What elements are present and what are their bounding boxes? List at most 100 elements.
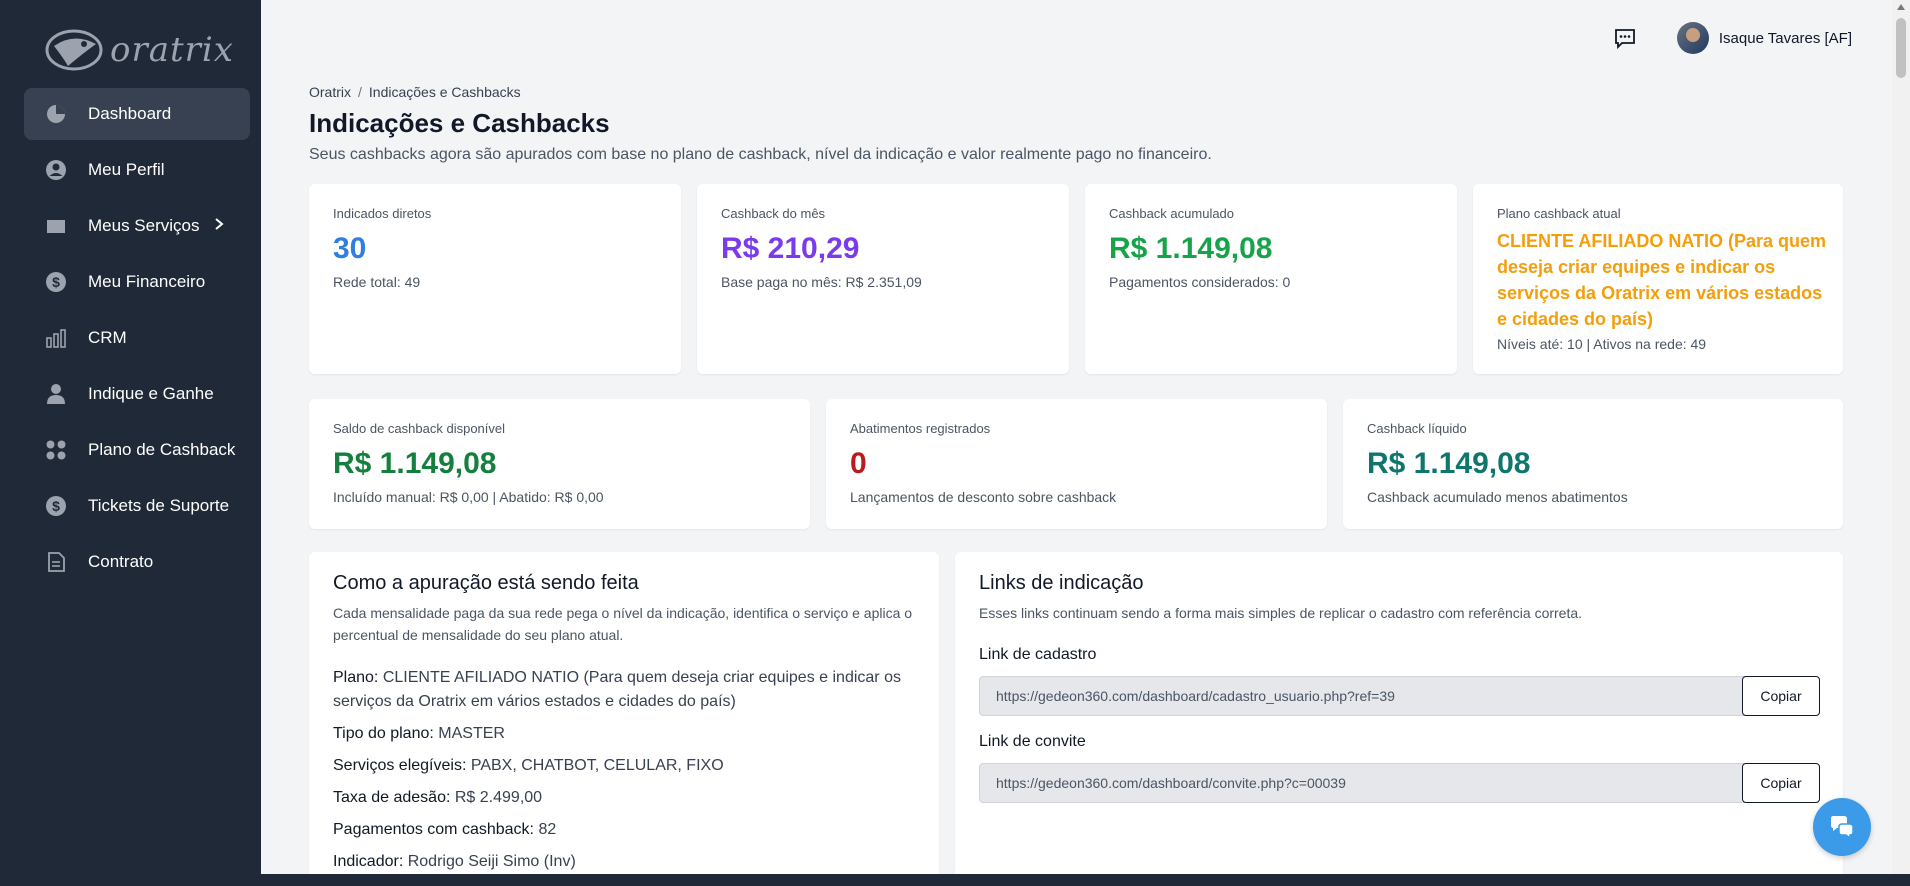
info-key: Serviços elegíveis: [333,757,467,774]
stat-card-cashback-liquido: Cashback líquido R$ 1.149,08 Cashback ac… [1343,399,1843,529]
info-value: CLIENTE AFILIADO NATIO (Para quem deseja… [333,669,901,710]
info-value: Rodrigo Seiji Simo (Inv) [407,853,576,870]
stat-label: Plano cashback atual [1497,206,1621,221]
info-value: PABX, CHATBOT, CELULAR, FIXO [470,757,724,774]
sidebar: oratrix Dashboard Meu Perfil Meus Serviç… [0,0,261,886]
sidebar-nav: Dashboard Meu Perfil Meus Serviços $ Meu… [24,88,250,592]
svg-text:$: $ [52,274,60,290]
stat-sub: Níveis até: 10 | Ativos na rede: 49 [1497,336,1707,352]
sidebar-item-indique-e-ganhe[interactable]: Indique e Ganhe [24,368,250,420]
sidebar-item-label: Meu Perfil [88,160,165,179]
stat-card-indicados: Indicados diretos 30 Rede total: 49 [309,184,681,374]
stat-label: Abatimentos registrados [850,421,991,436]
sidebar-item-tickets-de-suporte[interactable]: $ Tickets de Suporte [24,480,250,532]
stat-card-cashback-acumulado: Cashback acumulado R$ 1.149,08 Pagamento… [1085,184,1457,374]
info-tipo-plano: Tipo do plano: MASTER [333,722,505,746]
copy-convite-button[interactable]: Copiar [1742,763,1820,803]
grid-icon [45,439,67,461]
stat-label: Cashback acumulado [1109,206,1235,221]
sidebar-item-label: Meu Financeiro [88,272,206,291]
sidebar-item-label: Plano de Cashback [88,440,236,459]
stat-label: Indicados diretos [333,206,432,221]
info-value: 82 [538,821,557,838]
sidebar-item-contrato[interactable]: Contrato [24,536,250,588]
scroll-up-arrow-icon[interactable] [1897,4,1905,10]
stat-sub: Pagamentos considerados: 0 [1109,274,1291,290]
stat-sub: Incluído manual: R$ 0,00 | Abatido: R$ 0… [333,489,604,505]
info-key: Pagamentos com cashback: [333,821,534,838]
stat-value: R$ 1.149,08 [1109,232,1273,265]
scrollbar-thumb[interactable] [1896,18,1906,78]
sidebar-item-plano-de-cashback[interactable]: Plano de Cashback [24,424,250,476]
vertical-scrollbar[interactable] [1892,0,1910,886]
stat-label: Saldo de cashback disponível [333,421,506,436]
info-key: Indicador: [333,853,404,870]
chevron-right-icon [213,216,225,236]
logo-text: oratrix [110,30,234,70]
bar-chart-icon [45,327,67,349]
sidebar-item-meu-perfil[interactable]: Meu Perfil [24,144,250,196]
sidebar-item-meus-servicos[interactable]: Meus Serviços [24,200,250,252]
chat-bubbles-icon [1831,816,1854,840]
chat-fab-button[interactable] [1813,798,1871,856]
document-icon [45,551,67,573]
dollar-circle-icon: $ [45,271,67,293]
cadastro-link-field[interactable]: https://gedeon360.com/dashboard/cadastro… [979,676,1806,716]
copy-cadastro-button[interactable]: Copiar [1742,676,1820,716]
avatar[interactable] [1676,22,1709,54]
sidebar-item-label: Dashboard [88,104,172,123]
chat-icon[interactable] [1613,26,1637,50]
stat-sub: Base paga no mês: R$ 2.351,09 [721,274,922,290]
stat-card-abatimentos: Abatimentos registrados 0 Lançamentos de… [826,399,1327,529]
info-key: Plano: [333,669,379,686]
breadcrumb-separator: / [358,84,362,100]
info-key: Taxa de adesão: [333,789,451,806]
svg-text:$: $ [52,498,60,514]
stat-value: R$ 1.149,08 [1367,447,1531,480]
user-circle-icon [45,159,67,181]
links-description: Esses links continuam sendo a forma mais… [979,605,1583,621]
links-title: Links de indicação [979,572,1144,594]
convite-link-field[interactable]: https://gedeon360.com/dashboard/convite.… [979,763,1806,803]
apuracao-panel: Como a apuração está sendo feita Cada me… [309,552,939,882]
stat-value: CLIENTE AFILIADO NATIO (Para quem deseja… [1497,231,1827,329]
pie-chart-icon [45,103,67,125]
cadastro-link-label: Link de cadastro [979,646,1097,663]
info-pagamentos: Pagamentos com cashback: 82 [333,818,556,842]
info-key: Tipo do plano: [333,725,434,742]
user-icon [45,383,67,405]
sidebar-item-label: CRM [88,328,127,347]
folder-icon [45,215,67,237]
info-servicos: Serviços elegíveis: PABX, CHATBOT, CELUL… [333,754,724,778]
sidebar-item-label: Meus Serviços [88,216,200,235]
stat-card-saldo: Saldo de cashback disponível R$ 1.149,08… [309,399,810,529]
stat-sub: Cashback acumulado menos abatimentos [1367,489,1628,505]
bottom-strip [0,874,1910,886]
stat-value: 0 [850,447,867,480]
stat-sub: Rede total: 49 [333,274,421,290]
stat-value: 30 [333,232,367,265]
sidebar-item-crm[interactable]: CRM [24,312,250,364]
sidebar-item-meu-financeiro[interactable]: $ Meu Financeiro [24,256,250,308]
info-taxa-adesao: Taxa de adesão: R$ 2.499,00 [333,786,542,810]
info-indicador: Indicador: Rodrigo Seiji Simo (Inv) [333,850,576,874]
sidebar-item-dashboard[interactable]: Dashboard [24,88,250,140]
stat-label: Cashback líquido [1367,421,1467,436]
topbar: Isaque Tavares [AF] [1613,22,1852,54]
stat-value: R$ 210,29 [721,232,860,265]
convite-link-label: Link de convite [979,733,1086,750]
info-value: MASTER [438,725,505,742]
logo-icon [45,29,103,71]
page-subtitle: Seus cashbacks agora são apurados com ba… [309,146,1212,163]
breadcrumb-root[interactable]: Oratrix [309,84,351,100]
breadcrumb-current: Indicações e Cashbacks [368,84,521,100]
sidebar-item-label: Indique e Ganhe [88,384,214,403]
logo[interactable]: oratrix [44,24,234,76]
info-value: R$ 2.499,00 [454,789,543,806]
apuracao-description: Cada mensalidade paga da sua rede pega o… [333,605,913,643]
user-name[interactable]: Isaque Tavares [AF] [1718,29,1852,47]
stat-label: Cashback do mês [721,206,826,221]
sidebar-item-label: Contrato [88,552,154,571]
links-panel: Links de indicação Esses links continuam… [955,552,1843,882]
stat-value: R$ 1.149,08 [333,447,497,480]
